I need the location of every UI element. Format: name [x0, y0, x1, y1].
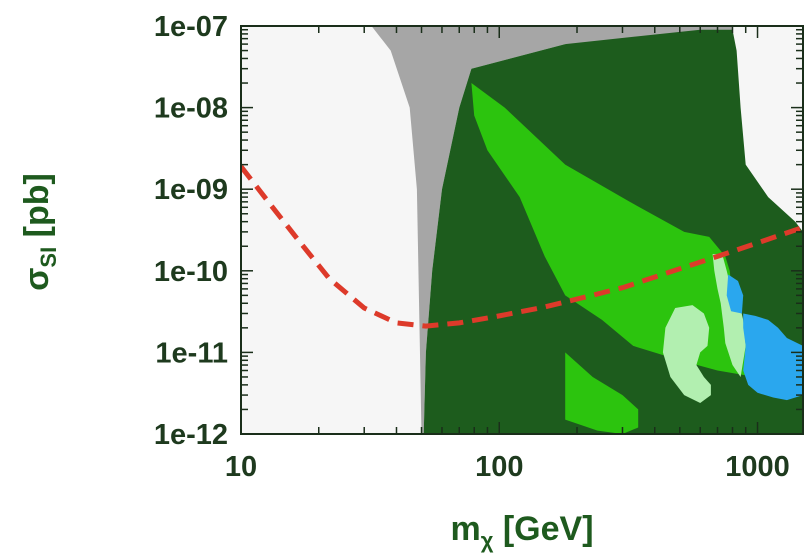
region-medium-green-3 [565, 352, 639, 434]
regions-group [371, 26, 803, 434]
y-tick-label: 1e-11 [155, 337, 228, 369]
y-tick-label: 1e-07 [154, 11, 228, 43]
y-axis-label: σSI [pb] [18, 173, 61, 291]
y-tick-label: 1e-12 [154, 419, 228, 451]
region-light-green-4 [712, 254, 746, 377]
region-blue-7 [743, 313, 803, 401]
x-tick-label: 100 [475, 451, 523, 483]
region-excluded-gray-0 [371, 26, 733, 434]
lines-group [241, 164, 803, 329]
plot-frame [240, 25, 804, 435]
x-axis-label: mχ [GeV] [450, 510, 593, 553]
region-blue-6 [726, 274, 744, 314]
region-light-green-5 [662, 305, 711, 403]
region-medium-green-2 [471, 83, 803, 396]
x-tick-label: 10 [225, 451, 257, 483]
x-tick-label: 1000 [725, 451, 790, 483]
series-line-0 [241, 164, 803, 329]
axes-group: 10 100 1000 1e-12 1e-11 1e-10 1e-09 1e-08 1e-07 [154, 11, 804, 483]
y-tick-label: 1e-08 [154, 93, 228, 125]
y-tick-label: 1e-09 [154, 174, 228, 206]
y-tick-label: 1e-10 [154, 256, 228, 288]
